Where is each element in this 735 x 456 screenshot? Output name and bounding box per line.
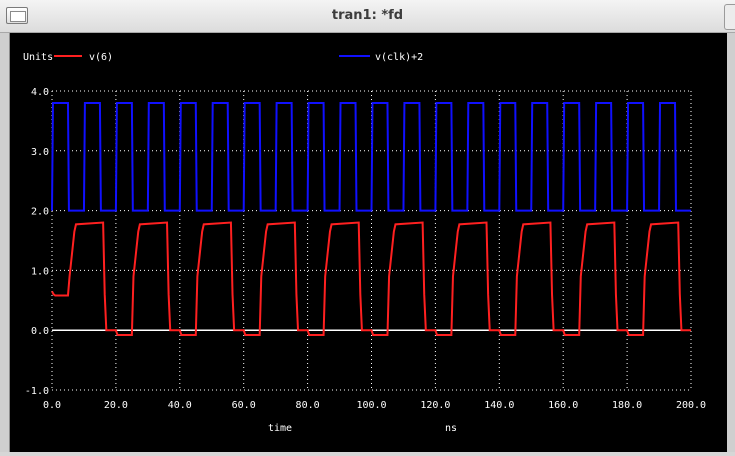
right-border	[726, 33, 735, 452]
trace-vclk	[51, 101, 691, 212]
x-tick-label: 60.0	[232, 400, 256, 411]
x-axis-label: time	[268, 423, 292, 434]
x-tick-label: 0.0	[43, 400, 61, 411]
x-tick-label: 160.0	[548, 400, 578, 411]
x-tick-label: 140.0	[484, 400, 514, 411]
window-menu-button[interactable]	[6, 7, 28, 24]
y-tick-label: -1.0	[25, 386, 49, 397]
left-border	[0, 33, 9, 452]
y-axis-units-label: Units	[23, 52, 53, 63]
y-tick-label: 2.0	[31, 207, 49, 218]
plot-canvas: Units v(6) v(clk)+2 0.0 20.0 40.0 60.0 80.0 1…	[23, 52, 706, 434]
window-control-button[interactable]	[724, 4, 735, 30]
window-icon	[10, 11, 26, 22]
title-bar: tran1: *fd	[0, 0, 735, 33]
y-tick-label: 1.0	[31, 266, 49, 277]
x-tick-label: 200.0	[676, 400, 706, 411]
y-tick-label: 4.0	[31, 87, 49, 98]
window-title: tran1: *fd	[331, 8, 404, 23]
x-tick-label: 100.0	[356, 400, 386, 411]
legend-label-v6: v(6)	[89, 52, 113, 63]
x-tick-label: 80.0	[296, 400, 320, 411]
plot-window: Units v(6) v(clk)+2 0.0 20.0 40.0 60.0 80.0 1…	[9, 33, 727, 452]
y-tick-label: 0.0	[31, 326, 49, 337]
x-tick-label: 120.0	[420, 400, 450, 411]
y-tick-label: 3.0	[31, 147, 49, 158]
x-axis-unit: ns	[445, 423, 457, 434]
x-tick-label: 180.0	[612, 400, 642, 411]
x-tick-label: 40.0	[168, 400, 192, 411]
x-tick-label: 20.0	[104, 400, 128, 411]
trace-v6	[51, 221, 691, 336]
legend-label-vclk: v(clk)+2	[375, 52, 423, 63]
